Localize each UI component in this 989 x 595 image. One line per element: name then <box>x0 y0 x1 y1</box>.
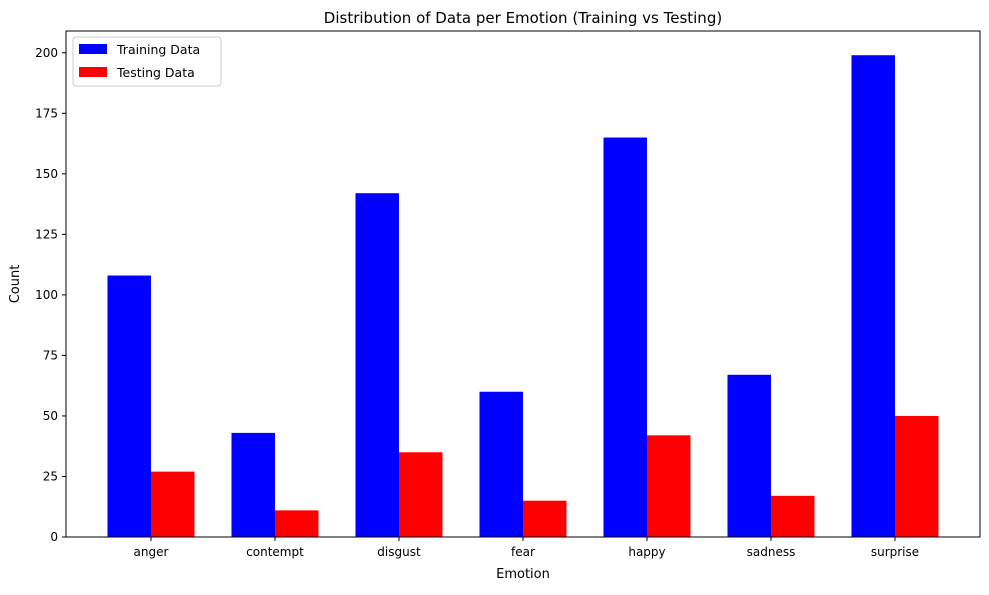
y-tick-label-125: 125 <box>35 227 58 241</box>
plot-frame <box>65 30 981 538</box>
x-tick-label-surprise: surprise <box>871 545 919 559</box>
bar-training-data-happy <box>603 137 647 537</box>
bar-training-data-anger <box>107 275 151 537</box>
x-tick-label-happy: happy <box>628 545 665 559</box>
bar-testing-data-happy <box>647 435 691 537</box>
y-axis-ticks: 0 25 50 75 100 125 150 175 200 <box>35 46 66 544</box>
legend-frame <box>72 36 222 87</box>
bar-training-data-disgust <box>355 193 399 537</box>
x-tick-label-anger: anger <box>134 545 169 559</box>
chart-title: Distribution of Data per Emotion (Traini… <box>324 9 722 27</box>
legend: Training Data Testing Data <box>72 36 222 87</box>
y-tick-label-100: 100 <box>35 288 58 302</box>
bar-testing-data-fear <box>523 500 567 537</box>
legend-swatch-testing <box>79 67 107 77</box>
y-tick-label-200: 200 <box>35 46 58 60</box>
bar-testing-data-disgust <box>399 452 443 537</box>
legend-label-training: Training Data <box>116 42 200 57</box>
x-tick-label-fear: fear <box>511 545 535 559</box>
bar-testing-data-contempt <box>275 510 319 537</box>
legend-label-testing: Testing Data <box>116 65 195 80</box>
x-axis-label: Emotion <box>496 567 550 582</box>
y-tick-label-50: 50 <box>43 409 58 423</box>
y-tick-label-75: 75 <box>43 348 58 362</box>
bar-testing-data-surprise <box>895 415 939 537</box>
y-tick-label-0: 0 <box>50 530 58 544</box>
bar-training-data-fear <box>479 391 523 537</box>
bar-testing-data-sadness <box>771 495 815 537</box>
x-tick-label-sadness: sadness <box>747 545 796 559</box>
y-axis-label: Count <box>8 265 23 304</box>
y-tick-label-25: 25 <box>43 469 58 483</box>
bars-group <box>107 55 939 538</box>
x-tick-label-contempt: contempt <box>246 545 304 559</box>
bar-training-data-surprise <box>851 55 895 538</box>
x-tick-label-disgust: disgust <box>377 545 421 559</box>
bar-testing-data-anger <box>151 471 195 537</box>
y-tick-label-150: 150 <box>35 167 58 181</box>
y-tick-label-175: 175 <box>35 106 58 120</box>
x-axis-ticks: anger contempt disgust fear happy sadness surp… <box>134 537 919 559</box>
bar-training-data-sadness <box>727 374 771 537</box>
legend-swatch-training <box>79 44 107 54</box>
bar-training-data-contempt <box>231 432 275 537</box>
